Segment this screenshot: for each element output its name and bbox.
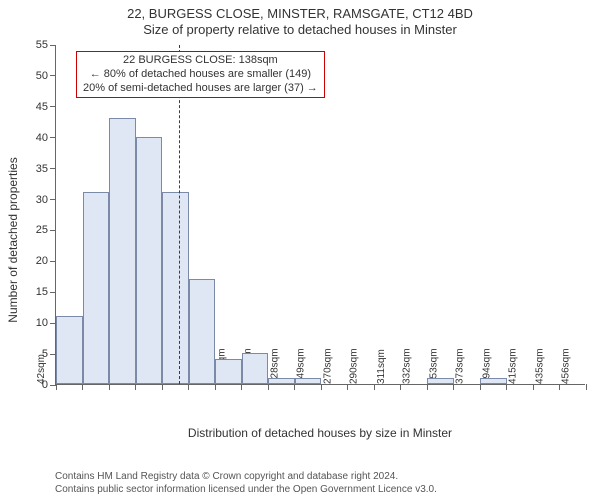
x-tick: [268, 384, 269, 390]
title-line1: 22, BURGESS CLOSE, MINSTER, RAMSGATE, CT…: [0, 6, 600, 22]
histogram-bar: [295, 378, 322, 384]
annotation-box: 22 BURGESS CLOSE: 138sqm ← 80% of detach…: [76, 51, 325, 98]
x-tick-label: 311sqm: [370, 349, 387, 384]
x-tick: [241, 384, 242, 390]
histogram-bar: [83, 192, 110, 384]
x-tick: [188, 384, 189, 390]
histogram-bar: [162, 192, 189, 384]
x-tick: [215, 384, 216, 390]
histogram-bar: [242, 353, 269, 384]
y-axis-label: Number of detached properties: [6, 157, 20, 322]
x-tick-label: 290sqm: [342, 348, 359, 384]
x-tick: [374, 384, 375, 390]
x-tick: [347, 384, 348, 390]
annotation-line3: 20% of semi-detached houses are larger (…: [83, 82, 318, 96]
histogram-bar: [136, 137, 163, 384]
y-tick-label: 15: [36, 286, 56, 298]
x-tick: [294, 384, 295, 390]
y-tick-label: 55: [36, 39, 56, 51]
x-tick: [453, 384, 454, 390]
footer-line2: Contains public sector information licen…: [55, 484, 585, 497]
y-tick-label: 20: [36, 255, 56, 267]
footer-attribution: Contains HM Land Registry data © Crown c…: [55, 471, 585, 496]
x-tick: [559, 384, 560, 390]
y-tick-label: 10: [36, 317, 56, 329]
x-tick: [427, 384, 428, 390]
title-line2: Size of property relative to detached ho…: [0, 22, 600, 38]
x-tick: [480, 384, 481, 390]
y-tick-label: 50: [36, 70, 56, 82]
x-tick: [56, 384, 57, 390]
y-tick-label: 35: [36, 163, 56, 175]
y-tick-label: 25: [36, 224, 56, 236]
histogram-bar: [268, 378, 295, 384]
x-tick-label: 332sqm: [395, 348, 412, 384]
plot-area: 051015202530354045505542sqm63sqm83sqm104…: [55, 45, 585, 385]
x-tick: [533, 384, 534, 390]
x-axis-label: Distribution of detached houses by size …: [55, 426, 585, 440]
histogram-bar: [427, 378, 454, 384]
histogram-bar: [480, 378, 507, 384]
x-tick-label: 435sqm: [528, 348, 545, 384]
histogram-bar: [56, 316, 83, 384]
annotation-line1: 22 BURGESS CLOSE: 138sqm: [83, 54, 318, 68]
x-tick: [135, 384, 136, 390]
footer-line1: Contains HM Land Registry data © Crown c…: [55, 471, 585, 484]
x-tick: [162, 384, 163, 390]
x-tick-label: 456sqm: [554, 348, 571, 384]
histogram-bar: [189, 279, 216, 384]
x-tick: [321, 384, 322, 390]
histogram-bar: [215, 359, 242, 384]
x-tick: [82, 384, 83, 390]
x-tick: [586, 384, 587, 390]
annotation-line2: ← 80% of detached houses are smaller (14…: [83, 68, 318, 82]
x-tick: [506, 384, 507, 390]
chart-area: Number of detached properties 0510152025…: [0, 40, 600, 440]
chart-title: 22, BURGESS CLOSE, MINSTER, RAMSGATE, CT…: [0, 0, 600, 39]
x-tick-label: 42sqm: [30, 354, 47, 384]
histogram-bar: [109, 118, 136, 384]
y-tick-label: 45: [36, 101, 56, 113]
x-tick: [109, 384, 110, 390]
x-tick: [400, 384, 401, 390]
y-tick-label: 30: [36, 194, 56, 206]
y-tick-label: 40: [36, 132, 56, 144]
